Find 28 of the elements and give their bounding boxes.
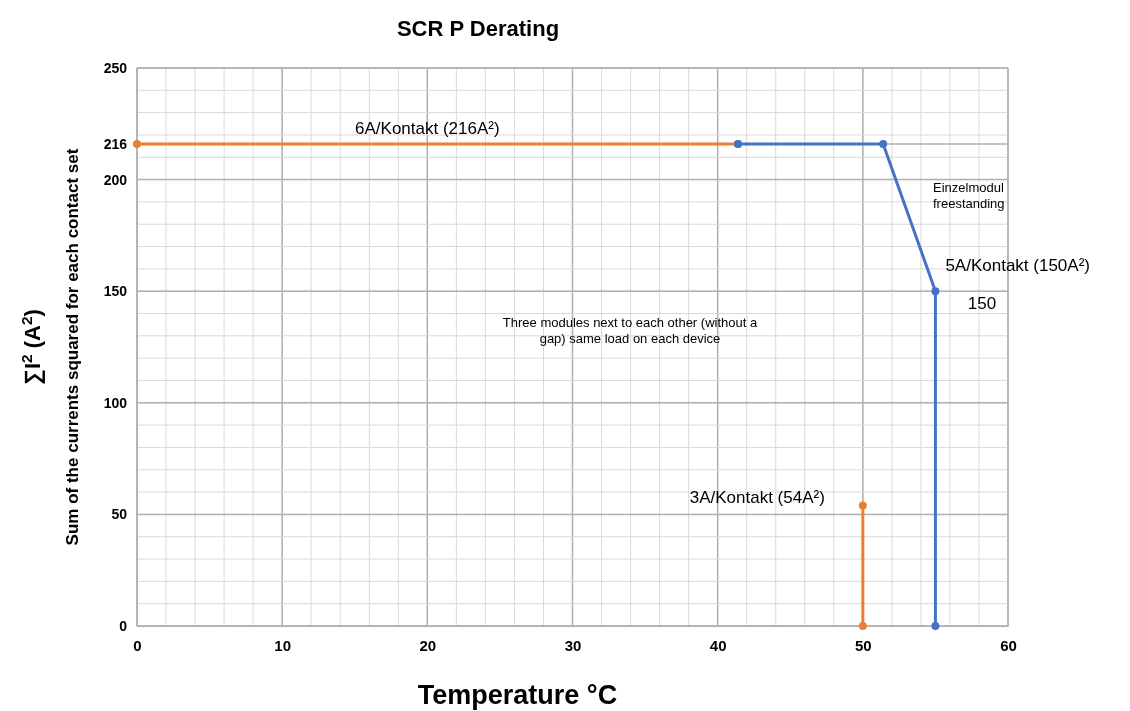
y-tick-label: 200 <box>103 171 128 188</box>
annotation: Three modules next to each other (without a gap) same load on each device <box>502 315 758 346</box>
x-tick-label: 50 <box>854 636 872 654</box>
y-tick-label: 150 <box>103 283 128 300</box>
x-tick-label: 60 <box>1000 636 1017 654</box>
x-tick-label: 30 <box>564 636 582 654</box>
annotation: 6A/Kontakt (216A²) <box>355 118 500 138</box>
point <box>133 139 141 148</box>
point <box>858 622 867 630</box>
annotation: 3A/Kontakt (54A²) <box>689 488 825 508</box>
point <box>858 501 867 510</box>
x-tick-label: 40 <box>709 636 727 654</box>
point <box>879 139 888 148</box>
x-tick-label: 10 <box>274 636 292 654</box>
y-tick-label: 216 <box>103 135 128 152</box>
y-tick-label: 250 <box>103 59 128 76</box>
x-axis-title: Temperature °C <box>417 680 618 710</box>
y-tick-label: 0 <box>119 617 128 634</box>
y-tick-label: 50 <box>111 506 128 523</box>
annotation: 150 <box>967 294 997 313</box>
x-tick-label: 0 <box>133 636 142 654</box>
point <box>931 287 940 296</box>
chart-title: SCR P Derating <box>396 16 560 41</box>
point <box>931 622 940 630</box>
y-tick-label: 100 <box>103 394 128 411</box>
annotation: 5A/Kontakt (150A²) <box>945 256 1090 276</box>
x-tick-label: 20 <box>419 636 437 654</box>
annotation: Einzelmodul freestanding <box>933 180 1005 211</box>
